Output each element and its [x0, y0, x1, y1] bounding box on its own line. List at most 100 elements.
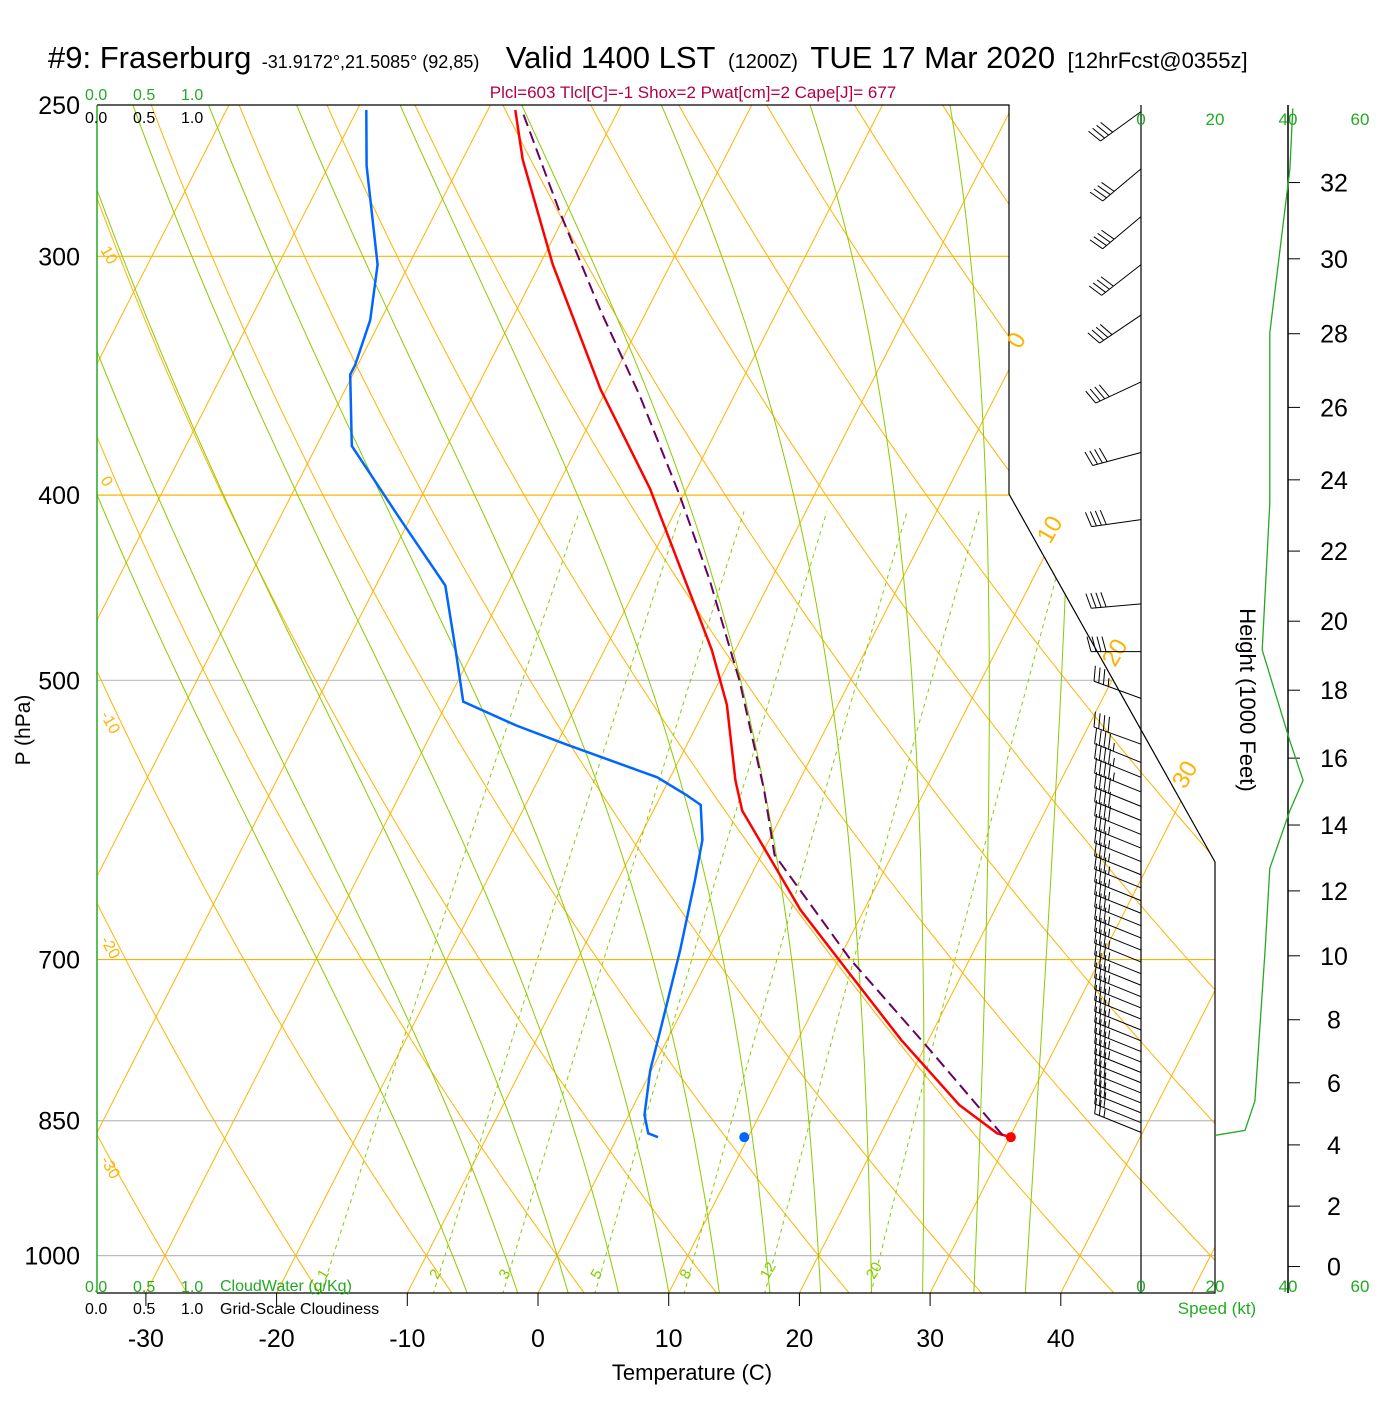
barb-staff	[1094, 881, 1142, 902]
dry-adiabat	[97, 105, 719, 1293]
barb-staff	[1094, 894, 1142, 914]
barb-half-flag	[1103, 1109, 1106, 1118]
barb-flag	[1094, 1017, 1098, 1033]
barb-staff	[1094, 1021, 1142, 1042]
barb-flag	[1093, 236, 1107, 246]
barb-flag	[1098, 730, 1102, 746]
mixing-ratio-line	[870, 511, 1075, 1293]
barb-staff	[1094, 772, 1142, 793]
barb-flag	[1103, 1092, 1107, 1108]
barb-flag	[1098, 868, 1102, 884]
wind-barb	[1094, 939, 1142, 975]
barb-flag	[1094, 1058, 1098, 1075]
barb-flag	[1094, 813, 1098, 830]
barb-flag	[1103, 943, 1107, 959]
barb-staff	[1094, 1113, 1142, 1133]
barb-half-flag	[1108, 916, 1111, 925]
barb-staff	[1094, 966, 1142, 986]
height-tick-label: 6	[1327, 1070, 1341, 1098]
barb-flag	[1103, 895, 1107, 911]
height-tick-label: 32	[1320, 170, 1348, 198]
isotherm-label: 30	[1167, 756, 1204, 793]
barb-staff	[1102, 168, 1142, 202]
barb-flag	[1094, 786, 1098, 802]
barb-staff	[1094, 999, 1142, 1020]
barb-staff	[1094, 787, 1142, 807]
barb-flag	[1098, 842, 1102, 858]
isotherm	[536, 105, 1145, 1293]
barb-staff	[1094, 918, 1142, 939]
barb-flag	[1098, 986, 1102, 1003]
barb-flag	[1108, 805, 1111, 822]
surface-dewpoint-marker	[739, 1132, 750, 1143]
dry-adiabat	[499, 105, 1215, 1293]
wind-barb	[1093, 665, 1142, 699]
barb-flag	[1085, 593, 1092, 609]
wind-barb	[1094, 1078, 1142, 1114]
height-tick-label: 10	[1320, 943, 1348, 971]
barb-flag	[1094, 827, 1098, 843]
barb-flag	[1096, 636, 1102, 652]
barb-flag	[1108, 791, 1111, 808]
dewpoint-line	[348, 109, 704, 1139]
moist-adiabat	[1024, 105, 1074, 1293]
cloud-tick: 0.5	[133, 1279, 155, 1296]
barb-flag	[1098, 1029, 1102, 1046]
barb-flag	[1098, 975, 1102, 992]
station-coords: -31.9172°,21.5085° (92,85)	[262, 52, 480, 72]
wind-barb	[1094, 891, 1142, 927]
wind-barb	[1094, 757, 1142, 793]
barb-half-flag	[1112, 757, 1115, 767]
barb-flag	[1098, 997, 1102, 1014]
speed-tick: 0	[1136, 1277, 1145, 1296]
mixing-ratio-label: 8	[676, 1266, 695, 1282]
barb-flag	[1089, 191, 1103, 202]
isotherm	[406, 105, 1014, 1293]
barb-staff	[1094, 1093, 1142, 1114]
wind-barbs	[1084, 108, 1304, 1136]
height-tick-label: 28	[1320, 321, 1348, 349]
barb-flag	[1094, 840, 1098, 857]
barb-half-flag	[1112, 742, 1115, 752]
parcel-line	[520, 109, 1004, 1136]
temperature-tick-label: -30	[128, 1325, 164, 1353]
wind-speed-profile	[1214, 108, 1304, 1136]
mixing-ratio-line	[502, 511, 745, 1293]
wind-barb	[1094, 728, 1142, 763]
mixing-ratio-line	[320, 511, 580, 1293]
temperature-tick-label: 20	[785, 1325, 813, 1353]
barb-flag	[1099, 510, 1107, 525]
barb-flag	[1100, 276, 1114, 287]
temperature-tick-label: 0	[531, 1325, 545, 1353]
barb-flag	[1103, 1042, 1107, 1058]
temperature-tick-label: -10	[389, 1325, 425, 1353]
cloud-tick: 0.0	[85, 1279, 107, 1296]
barb-flag	[1098, 1060, 1102, 1077]
barb-flag	[1098, 1100, 1102, 1116]
height-tick-label: 4	[1327, 1132, 1341, 1160]
barb-flag	[1094, 1038, 1098, 1054]
isotherm-label: 0	[1002, 328, 1032, 353]
moist-adiabat	[948, 105, 990, 1293]
isotherm	[97, 105, 491, 1293]
height-tick-label: 12	[1320, 878, 1348, 906]
wind-barb	[1093, 711, 1142, 745]
moist-adiabat	[97, 105, 519, 1293]
barb-staff	[1102, 216, 1142, 250]
barb-flag	[1093, 711, 1096, 728]
barb-flag	[1103, 746, 1107, 763]
height-tick-label: 24	[1320, 467, 1348, 495]
speed-tick: 60	[1351, 110, 1370, 129]
dry-adiabat-label: -20	[97, 934, 123, 963]
pressure-tick-label: 700	[38, 947, 80, 975]
temperature-line	[514, 109, 1012, 1139]
barb-staff	[1094, 842, 1142, 862]
dry-adiabat	[97, 105, 189, 1293]
barb-staff	[1094, 1010, 1142, 1031]
barb-staff	[1095, 381, 1142, 404]
barb-flag	[1094, 728, 1098, 744]
dry-adiabat	[97, 105, 321, 1293]
barb-flag	[1094, 984, 1098, 1001]
barb-half-flag	[1108, 891, 1111, 901]
dry-adiabat	[411, 105, 1215, 1293]
